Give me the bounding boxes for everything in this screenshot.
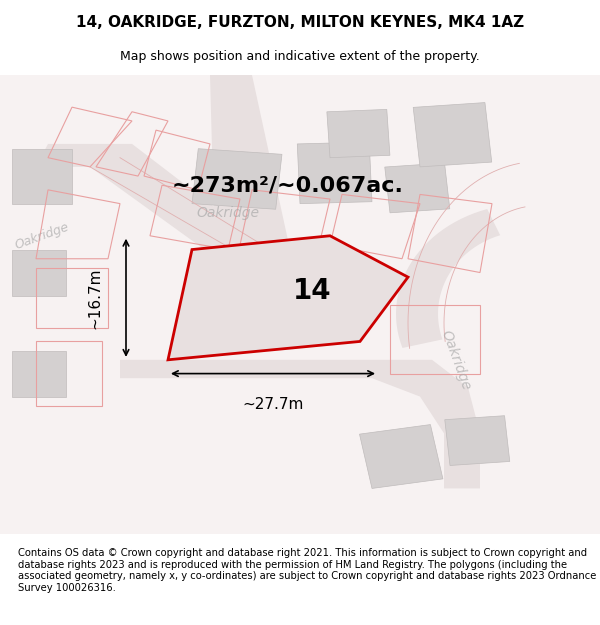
Text: 14: 14: [293, 277, 331, 305]
Bar: [12, 351, 66, 397]
Polygon shape: [36, 144, 330, 319]
Text: Oakridge: Oakridge: [13, 220, 71, 252]
Text: ~273m²/~0.067ac.: ~273m²/~0.067ac.: [172, 175, 404, 195]
Bar: [297, 142, 372, 204]
Bar: [327, 109, 390, 158]
Text: ~16.7m: ~16.7m: [87, 267, 102, 329]
Bar: [12, 249, 66, 296]
Text: Oakridge: Oakridge: [439, 328, 473, 392]
Bar: [12, 149, 72, 204]
Bar: [192, 149, 282, 209]
Bar: [359, 424, 443, 489]
Text: Map shows position and indicative extent of the property.: Map shows position and indicative extent…: [120, 50, 480, 62]
Bar: [445, 416, 510, 466]
Text: 14, OAKRIDGE, FURZTON, MILTON KEYNES, MK4 1AZ: 14, OAKRIDGE, FURZTON, MILTON KEYNES, MK…: [76, 15, 524, 30]
Polygon shape: [168, 236, 408, 360]
Polygon shape: [0, 75, 600, 534]
Bar: [385, 163, 450, 212]
Text: Contains OS data © Crown copyright and database right 2021. This information is : Contains OS data © Crown copyright and d…: [18, 548, 596, 592]
Bar: [198, 254, 259, 301]
Text: ~27.7m: ~27.7m: [242, 397, 304, 411]
Bar: [258, 259, 348, 319]
Polygon shape: [210, 75, 300, 304]
Polygon shape: [120, 360, 480, 489]
Bar: [413, 102, 492, 167]
Text: Oakridge: Oakridge: [197, 206, 260, 220]
Polygon shape: [396, 209, 500, 348]
